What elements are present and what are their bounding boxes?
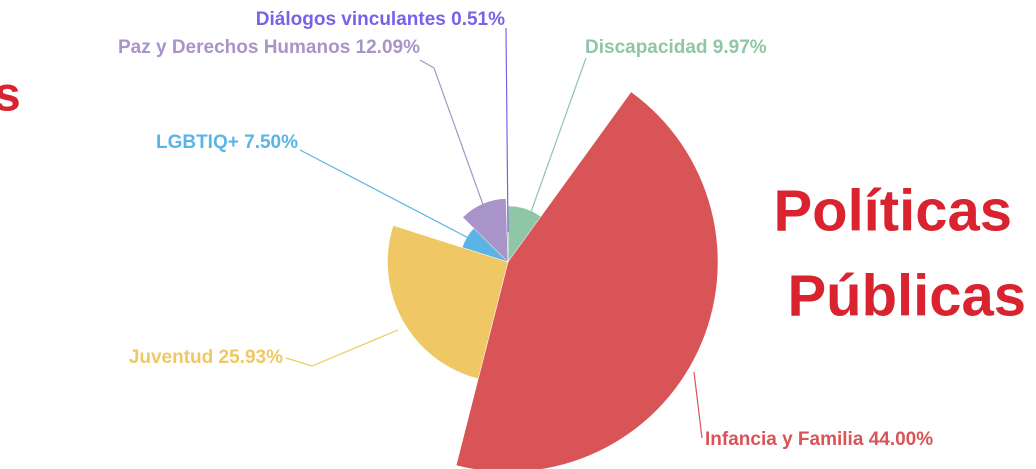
label-value: 25.93% [219, 347, 284, 368]
slice-label: Infancia y Familia 44.00% [705, 429, 933, 450]
label-name: LGBTIQ+ [156, 132, 239, 153]
label-value: 44.00% [869, 429, 934, 450]
label-value: 0.51% [451, 9, 505, 30]
slice-label: Discapacidad 9.97% [585, 37, 767, 58]
label-name: Juventud [129, 347, 213, 368]
annotation: Públicas [787, 263, 1026, 328]
leader-line [285, 329, 399, 367]
label-name: Infancia y Familia [705, 429, 864, 450]
label-value: 12.09% [356, 37, 421, 58]
slice-label: Diálogos vinculantes 0.51% [256, 9, 505, 30]
slice-label: Juventud 25.93% [129, 347, 283, 368]
leader-line [299, 149, 481, 245]
pie-slice [455, 91, 719, 469]
slice-label: LGBTIQ+ 7.50% [156, 132, 298, 153]
label-name: Discapacidad [585, 37, 708, 58]
title-fragment: s [0, 69, 21, 122]
label-name: Diálogos vinculantes [256, 9, 446, 30]
label-value: 9.97% [713, 37, 767, 58]
label-name: Paz y Derechos Humanos [118, 37, 350, 58]
slice-label: Paz y Derechos Humanos 12.09% [118, 37, 420, 58]
leader-line [505, 27, 509, 233]
label-value: 7.50% [244, 132, 298, 153]
pie-slice [387, 225, 509, 380]
annotation: Políticas [773, 178, 1012, 243]
leader-line [693, 371, 703, 439]
leader-line [419, 59, 487, 214]
leader-line [525, 57, 587, 227]
